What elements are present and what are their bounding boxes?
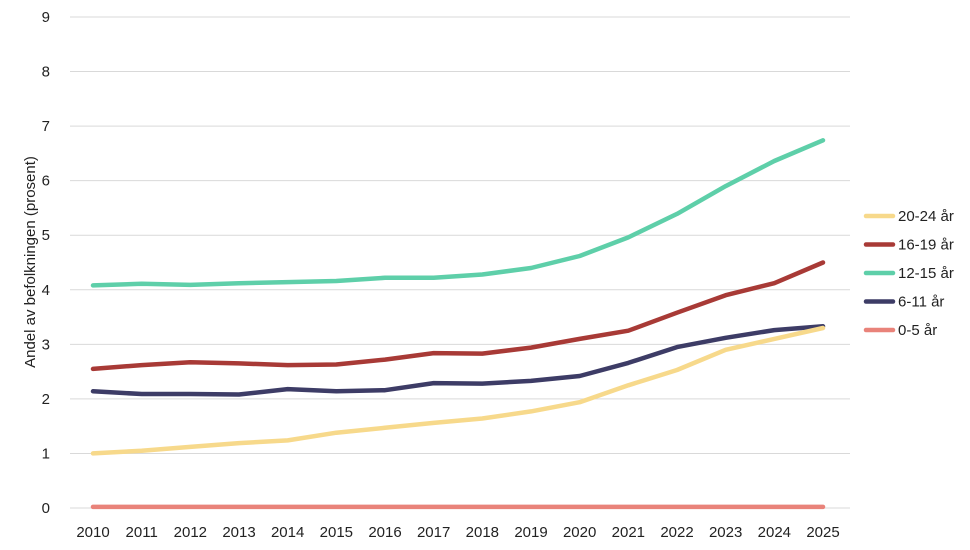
x-tick-label: 2024 (758, 524, 791, 541)
legend-item: 0-5 år (863, 322, 937, 339)
legend-item: 6-11 år (863, 294, 944, 311)
x-tick-label: 2013 (222, 524, 255, 541)
y-tick-label: 9 (42, 9, 50, 26)
x-tick-label: 2016 (368, 524, 401, 541)
x-tick-label: 2018 (466, 524, 499, 541)
y-tick-label: 4 (42, 282, 50, 299)
y-tick-label: 7 (42, 118, 50, 135)
series-line-12-15-r (90, 138, 826, 288)
x-tick-label: 2011 (126, 524, 158, 541)
y-tick-label: 0 (42, 500, 50, 517)
x-tick-label: 2019 (514, 524, 547, 541)
legend-item: 20-24 år (863, 208, 954, 225)
y-tick-label: 3 (42, 336, 50, 353)
legend: 20-24 år 16-19 år 12-15 år 6-11 år 0-5 år (863, 208, 954, 339)
y-tick-label: 2 (42, 391, 50, 408)
x-axis-ticks: 2010 2011 2012 2013 2014 2015 2016 2017 2018 2019… (76, 524, 839, 541)
legend-label: 6-11 år (898, 294, 944, 311)
series-line-20-24-r (90, 325, 826, 456)
y-tick-label: 5 (42, 227, 50, 244)
legend-label: 20-24 år (898, 208, 954, 225)
legend-item: 12-15 år (863, 265, 954, 282)
legend-label: 16-19 år (898, 237, 954, 254)
x-tick-label: 2017 (417, 524, 450, 541)
series-line-16-19-r (90, 260, 826, 372)
y-tick-label: 8 (42, 64, 50, 81)
x-tick-label: 2014 (271, 524, 304, 541)
series-line-6-11-r (90, 324, 826, 397)
x-tick-label: 2023 (709, 524, 742, 541)
x-tick-label: 2020 (563, 524, 596, 541)
x-tick-label: 2022 (660, 524, 693, 541)
x-tick-label: 2025 (806, 524, 839, 541)
y-axis-ticks: 0 1 2 3 4 5 6 7 8 9 (42, 9, 50, 517)
y-tick-label: 1 (42, 445, 50, 462)
y-axis-label: Andel av befolkningen (prosent) (22, 156, 39, 368)
legend-label: 12-15 år (898, 265, 954, 282)
legend-item: 16-19 år (863, 237, 954, 254)
gridlines (70, 16, 850, 509)
x-tick-label: 2015 (320, 524, 353, 541)
x-tick-label: 2010 (76, 524, 109, 541)
legend-label: 0-5 år (898, 322, 937, 339)
x-tick-label: 2021 (612, 524, 645, 541)
x-tick-label: 2012 (174, 524, 207, 541)
series-lines (90, 138, 826, 510)
y-tick-label: 6 (42, 173, 50, 190)
